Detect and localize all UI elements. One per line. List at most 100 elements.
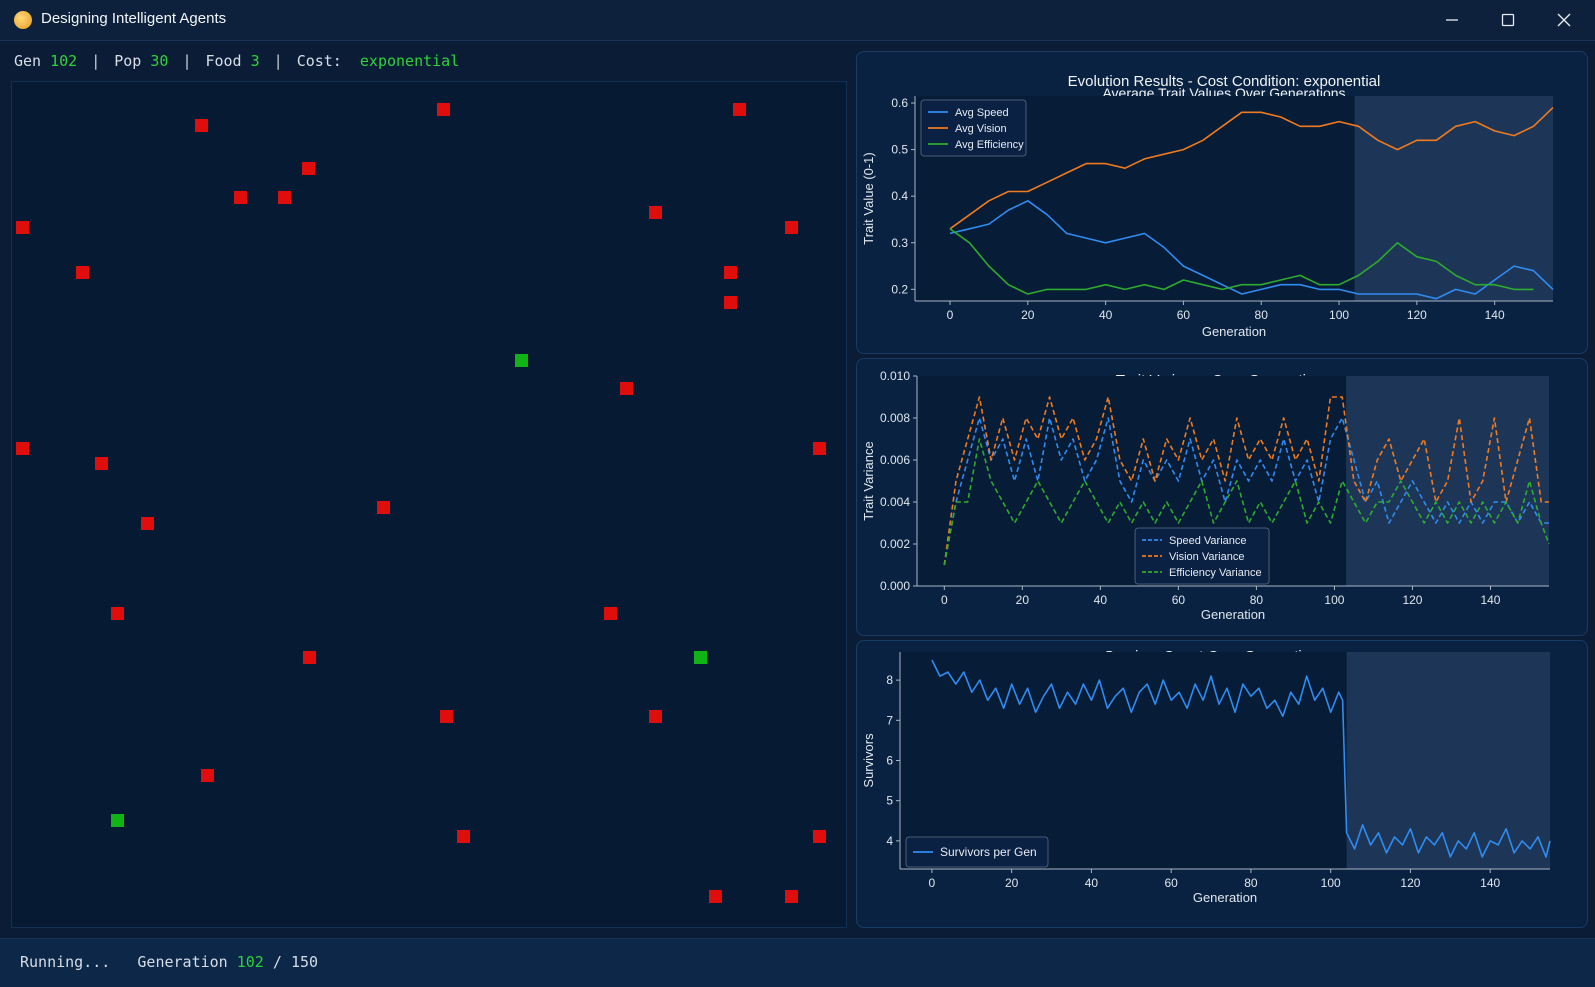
y-tick-label: 0.3 <box>891 236 908 250</box>
legend-label: Vision Variance <box>1169 551 1244 563</box>
separator: | <box>91 52 101 70</box>
agent-cell <box>302 162 315 175</box>
x-tick-label: 20 <box>1005 876 1019 890</box>
generation-separator: / <box>272 953 282 971</box>
y-tick-label: 0.002 <box>880 537 910 551</box>
separator: | <box>182 52 192 70</box>
y-tick-label: 0.000 <box>880 579 910 593</box>
legend-label: Survivors per Gen <box>940 845 1037 859</box>
run-status: Running... <box>20 953 111 971</box>
agent-cell <box>440 710 453 723</box>
chart-legend: Avg Speed Avg Vision Avg Efficiency <box>920 99 1027 157</box>
x-tick-label: 60 <box>1177 308 1191 322</box>
simulation-canvas[interactable] <box>11 81 847 928</box>
title-bar: Designing Intelligent Agents <box>0 0 1595 41</box>
series-line <box>943 417 1549 566</box>
x-tick-label: 20 <box>1016 593 1030 607</box>
shaded-region <box>1346 376 1549 586</box>
y-tick-label: 0.4 <box>891 189 908 203</box>
x-tick-label: 0 <box>947 308 954 322</box>
minimize-button[interactable] <box>1429 5 1475 35</box>
legend-label: Efficiency Variance <box>1169 567 1262 579</box>
x-tick-label: 120 <box>1402 593 1422 607</box>
agent-cell <box>649 710 662 723</box>
maximize-button[interactable] <box>1485 5 1531 35</box>
status-line: Gen 102 | Pop 30 | Food 3 | Cost: exponential <box>14 52 459 70</box>
series-line <box>931 659 1551 858</box>
gen-label: Gen <box>14 52 42 70</box>
pop-label: Pop <box>114 52 142 70</box>
agent-cell <box>785 221 798 234</box>
y-axis-label: Trait Value (0-1) <box>861 152 876 244</box>
y-tick-label: 4 <box>886 834 893 848</box>
agent-cell <box>16 221 29 234</box>
agent-cell <box>733 103 746 116</box>
y-tick-label: 0.008 <box>880 411 910 425</box>
close-button[interactable] <box>1541 5 1587 35</box>
variance-chart-panel: Trait Variance Over Generations020406080… <box>856 358 1588 636</box>
y-tick-label: 0.006 <box>880 453 910 467</box>
x-axis-label: Generation <box>1202 324 1266 339</box>
x-axis-label: Generation <box>1193 890 1257 905</box>
legend-box <box>905 836 1049 868</box>
legend-label: Avg Vision <box>955 123 1007 135</box>
avg-trait-chart-panel: Evolution Results - Cost Condition: expo… <box>856 51 1588 354</box>
agent-cell <box>111 607 124 620</box>
food-value: 3 <box>250 52 260 70</box>
agent-cell <box>76 266 89 279</box>
agent-cell <box>709 890 722 903</box>
shaded-region <box>1346 652 1550 869</box>
status-bar: Running... Generation 102 / 150 <box>0 938 1595 987</box>
agent-cell <box>813 442 826 455</box>
agent-cell <box>649 206 662 219</box>
generation-total: 150 <box>290 953 319 971</box>
avg-trait-chart: Evolution Results - Cost Condition: expo… <box>861 73 1554 339</box>
generation-current: 102 <box>236 953 264 971</box>
x-tick-label: 80 <box>1244 876 1258 890</box>
x-tick-label: 40 <box>1094 593 1108 607</box>
x-tick-label: 0 <box>941 593 948 607</box>
cost-value: exponential <box>359 52 460 70</box>
agent-cell <box>620 382 633 395</box>
chart-legend: Survivors per Gen <box>905 836 1049 868</box>
survivor-chart-panel: Survivor Count Over Generations020406080… <box>856 640 1588 928</box>
minimize-icon <box>1446 19 1458 21</box>
food-cell <box>515 354 528 367</box>
agent-cell <box>604 607 617 620</box>
series-line <box>949 228 1534 295</box>
x-tick-label: 0 <box>929 876 936 890</box>
series-line <box>949 200 1554 300</box>
x-tick-label: 100 <box>1324 593 1344 607</box>
x-tick-label: 60 <box>1172 593 1186 607</box>
agent-cell <box>303 651 316 664</box>
x-tick-label: 100 <box>1329 308 1349 322</box>
x-tick-label: 100 <box>1321 876 1341 890</box>
agent-cell <box>437 103 450 116</box>
agent-cell <box>195 119 208 132</box>
agent-cell <box>95 457 108 470</box>
maximize-icon <box>1501 13 1515 27</box>
food-cell <box>111 814 124 827</box>
y-tick-label: 0.6 <box>891 96 908 110</box>
y-axis-label: Survivors <box>861 733 876 788</box>
x-tick-label: 140 <box>1480 876 1500 890</box>
legend-box <box>1134 527 1270 585</box>
y-tick-label: 8 <box>886 673 893 687</box>
separator: | <box>273 52 283 70</box>
y-tick-label: 5 <box>886 794 893 808</box>
y-tick-label: 7 <box>886 713 893 727</box>
pop-value: 30 <box>150 52 169 70</box>
x-tick-label: 120 <box>1400 876 1420 890</box>
x-tick-label: 40 <box>1099 308 1113 322</box>
x-tick-label: 80 <box>1255 308 1269 322</box>
x-tick-label: 120 <box>1407 308 1427 322</box>
agent-cell <box>724 296 737 309</box>
chart-legend: Speed Variance Vision Variance Efficiency … <box>1134 527 1270 585</box>
y-tick-label: 0.004 <box>880 495 910 509</box>
series-line <box>943 396 1549 566</box>
x-tick-label: 40 <box>1085 876 1099 890</box>
legend-label: Avg Speed <box>955 107 1009 119</box>
food-label: Food <box>205 52 242 70</box>
x-tick-label: 80 <box>1250 593 1264 607</box>
x-tick-label: 60 <box>1164 876 1178 890</box>
